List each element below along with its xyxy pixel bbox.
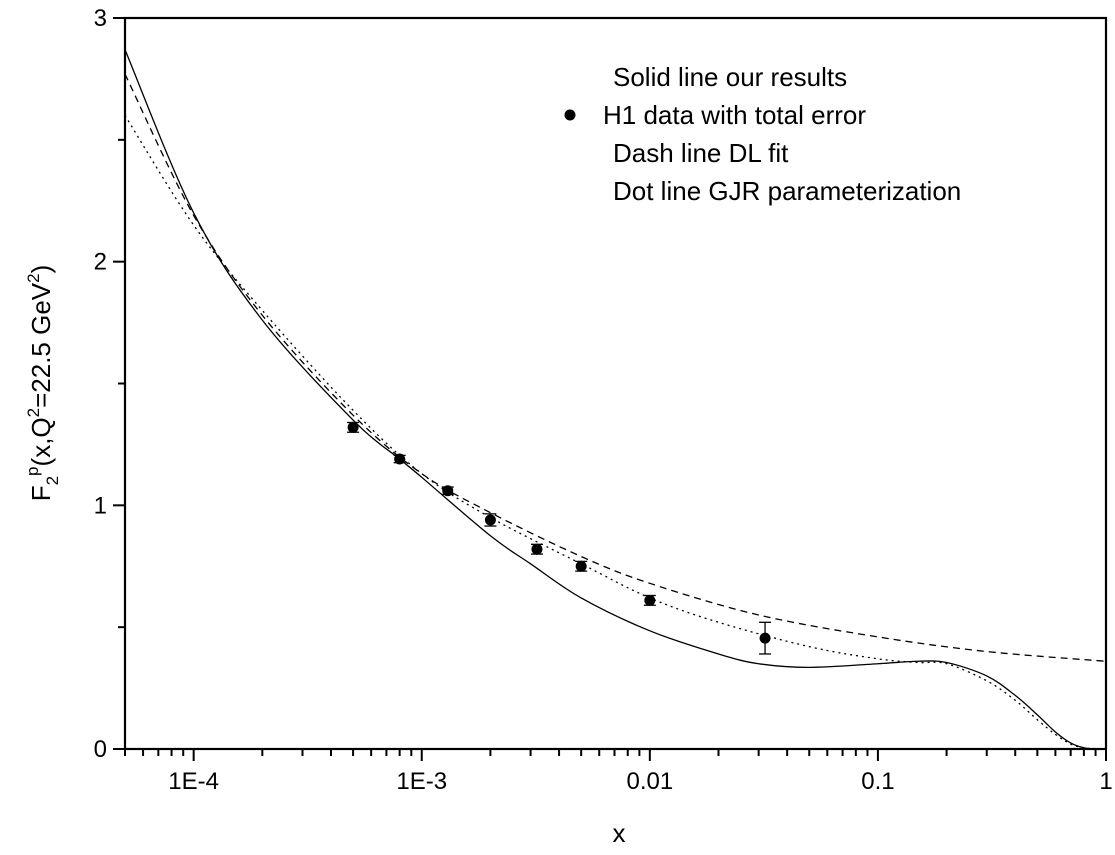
legend-entry: Solid line our results <box>613 62 847 92</box>
x-tick-label: 1 <box>1099 768 1112 795</box>
x-axis-title: x <box>613 818 626 848</box>
y-tick-label: 3 <box>94 5 107 32</box>
data-point <box>531 543 543 555</box>
y-title-sub: 2 <box>43 476 62 485</box>
legend-entry: Dot line GJR parameterization <box>613 176 961 206</box>
data-point <box>644 594 656 606</box>
series-line-dotted <box>124 115 1096 750</box>
data-point <box>442 485 454 497</box>
y-title-close: ) <box>26 265 56 274</box>
series-line-dashed <box>124 73 1107 662</box>
data-point <box>575 560 587 572</box>
y-title-open: (x,Q <box>26 417 56 466</box>
y-tick-label: 0 <box>94 736 107 763</box>
y-tick-label: 1 <box>94 492 107 519</box>
y-title-mid: =22.5 GeV <box>26 282 56 408</box>
ticks: 1E-4 1E-3 0.01 0.1 1 0 1 2 3 <box>94 5 1113 795</box>
legend-entry: H1 data with total error <box>603 100 866 130</box>
legend-marker-dot <box>564 109 576 121</box>
data-point <box>347 421 359 433</box>
y-tick-label: 2 <box>94 249 107 276</box>
y-axis-title: F2p(x,Q2=22.5 GeV2) <box>23 265 62 502</box>
data-point <box>484 514 496 526</box>
y-title-gev-exp: 2 <box>24 273 43 282</box>
y-title-sup: p <box>23 466 42 475</box>
data-points <box>347 421 772 655</box>
y-title-q-exp: 2 <box>24 408 43 417</box>
data-point <box>759 632 771 644</box>
x-tick-label: 0.01 <box>626 768 673 795</box>
legend: Solid line our results H1 data with total… <box>564 62 961 206</box>
series-line-solid <box>124 49 1096 750</box>
x-tick-label: 1E-3 <box>396 768 447 795</box>
data-point <box>394 453 406 465</box>
y-title-base: F <box>26 485 56 501</box>
legend-entry: Dash line DL fit <box>613 138 789 168</box>
x-tick-label: 0.1 <box>861 768 894 795</box>
x-tick-label: 1E-4 <box>168 768 219 795</box>
